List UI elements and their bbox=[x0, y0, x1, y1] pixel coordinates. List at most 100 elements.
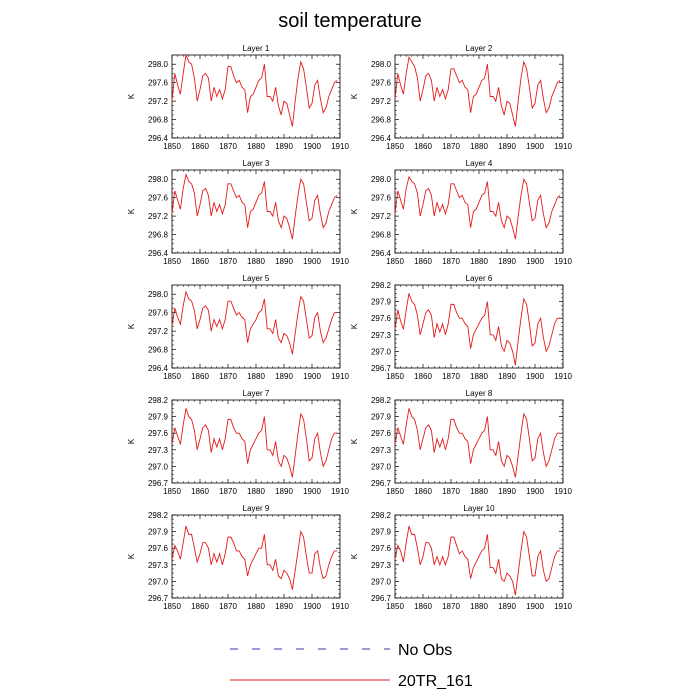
legend-label-1: No Obs bbox=[398, 642, 452, 659]
x-tick-label: 1850 bbox=[163, 257, 181, 266]
x-tick-label: 1890 bbox=[275, 602, 293, 611]
panel-layer-9: Layer 9 K 296.7 297.0 297.3 297.6 297.9 298.2 18… bbox=[127, 504, 349, 611]
x-tick-label: 1900 bbox=[526, 142, 544, 151]
panel-layer-3: Layer 3 K 296.4 296.8 297.2 297.6 298.0 1850 186… bbox=[127, 159, 349, 266]
y-tick-label: 296.8 bbox=[148, 231, 169, 240]
y-tick-label: 297.6 bbox=[148, 79, 169, 88]
x-tick-label: 1880 bbox=[247, 602, 265, 611]
plot-frame bbox=[171, 54, 341, 139]
y-tick-label: 298.2 bbox=[371, 281, 392, 290]
x-tick-label: 1870 bbox=[442, 372, 460, 381]
panel-layer-5: Layer 5 K 296.4 296.8 297.2 297.6 298.0 1850 186… bbox=[127, 274, 349, 381]
panel-title: Layer 3 bbox=[243, 159, 270, 168]
x-tick-label: 1900 bbox=[526, 602, 544, 611]
x-tick-label: 1850 bbox=[163, 487, 181, 496]
x-tick-label: 1880 bbox=[470, 487, 488, 496]
y-tick-label: 297.2 bbox=[148, 212, 169, 221]
y-tick-label: 297.6 bbox=[371, 314, 392, 323]
x-tick-label: 1880 bbox=[247, 372, 265, 381]
y-tick-label: 297.3 bbox=[371, 561, 392, 570]
series-line-20tr-161 bbox=[394, 525, 561, 596]
y-tick-label: 298.0 bbox=[371, 60, 392, 69]
y-tick-label: 297.3 bbox=[148, 561, 169, 570]
x-tick-label: 1850 bbox=[386, 142, 404, 151]
y-axis-label: K bbox=[127, 553, 136, 559]
x-tick-label: 1880 bbox=[470, 142, 488, 151]
y-tick-label: 296.4 bbox=[148, 134, 169, 143]
y-axis-label: K bbox=[350, 208, 359, 214]
y-tick-label: 298.2 bbox=[371, 511, 392, 520]
x-tick-label: 1900 bbox=[303, 487, 321, 496]
x-tick-label: 1850 bbox=[386, 487, 404, 496]
x-tick-label: 1870 bbox=[442, 602, 460, 611]
x-tick-label: 1860 bbox=[191, 372, 209, 381]
x-tick-label: 1870 bbox=[219, 602, 237, 611]
y-tick-label: 298.0 bbox=[148, 175, 169, 184]
y-tick-label: 297.2 bbox=[148, 327, 169, 336]
y-tick-label: 296.4 bbox=[148, 364, 169, 373]
x-tick-label: 1890 bbox=[498, 257, 516, 266]
y-tick-label: 297.0 bbox=[371, 462, 392, 471]
y-tick-label: 297.2 bbox=[371, 97, 392, 106]
y-tick-label: 296.8 bbox=[371, 231, 392, 240]
x-tick-label: 1900 bbox=[303, 257, 321, 266]
y-tick-label: 297.0 bbox=[371, 577, 392, 586]
x-tick-label: 1890 bbox=[498, 142, 516, 151]
panel-layer-8: Layer 8 K 296.7 297.0 297.3 297.6 297.9 298.2 18… bbox=[350, 389, 572, 496]
y-tick-label: 296.4 bbox=[371, 249, 392, 258]
x-tick-label: 1850 bbox=[386, 602, 404, 611]
x-tick-label: 1860 bbox=[191, 257, 209, 266]
x-tick-label: 1890 bbox=[498, 372, 516, 381]
y-tick-label: 297.3 bbox=[148, 446, 169, 455]
y-tick-label: 297.2 bbox=[371, 212, 392, 221]
x-tick-label: 1880 bbox=[247, 487, 265, 496]
x-tick-label: 1850 bbox=[386, 372, 404, 381]
panel-title: Layer 5 bbox=[243, 274, 270, 283]
x-tick-label: 1900 bbox=[303, 142, 321, 151]
series-line-20tr-161 bbox=[171, 290, 338, 355]
x-tick-label: 1860 bbox=[414, 372, 432, 381]
y-axis-label: K bbox=[127, 208, 136, 214]
x-tick-label: 1880 bbox=[470, 602, 488, 611]
x-tick-label: 1910 bbox=[331, 372, 349, 381]
panel-layer-10: Layer 10 K 296.7 297.0 297.3 297.6 297.9 298.2 1… bbox=[350, 504, 572, 611]
panel-layer-6: Layer 6 K 296.7 297.0 297.3 297.6 297.9 298.2 18… bbox=[350, 274, 572, 381]
y-tick-label: 298.0 bbox=[371, 175, 392, 184]
y-tick-label: 296.8 bbox=[148, 116, 169, 125]
y-tick-label: 296.4 bbox=[371, 134, 392, 143]
series-line-20tr-161 bbox=[171, 525, 338, 590]
x-tick-label: 1850 bbox=[163, 372, 181, 381]
y-tick-label: 297.6 bbox=[148, 309, 169, 318]
x-tick-label: 1890 bbox=[275, 142, 293, 151]
x-tick-label: 1870 bbox=[219, 487, 237, 496]
series-line-20tr-161 bbox=[171, 173, 338, 240]
x-tick-label: 1860 bbox=[191, 602, 209, 611]
x-tick-label: 1860 bbox=[414, 602, 432, 611]
y-tick-label: 296.7 bbox=[371, 364, 392, 373]
x-tick-label: 1880 bbox=[470, 257, 488, 266]
panel-layer-2: Layer 2 K 296.4 296.8 297.2 297.6 298.0 1850 186… bbox=[350, 44, 572, 151]
y-tick-label: 297.9 bbox=[371, 528, 392, 537]
panel-title: Layer 7 bbox=[243, 389, 270, 398]
y-tick-label: 297.0 bbox=[371, 347, 392, 356]
y-axis-label: K bbox=[127, 323, 136, 329]
x-tick-label: 1850 bbox=[386, 257, 404, 266]
y-tick-label: 296.4 bbox=[148, 249, 169, 258]
x-tick-label: 1910 bbox=[331, 142, 349, 151]
y-tick-label: 296.8 bbox=[371, 116, 392, 125]
y-tick-label: 297.6 bbox=[148, 544, 169, 553]
y-tick-label: 297.6 bbox=[371, 194, 392, 203]
y-tick-label: 297.6 bbox=[371, 544, 392, 553]
x-tick-label: 1860 bbox=[414, 487, 432, 496]
series-line-20tr-161 bbox=[394, 293, 561, 366]
y-axis-label: K bbox=[350, 438, 359, 444]
panel-layer-1: Layer 1 K 296.4 296.8 297.2 297.6 298.0 1850 186… bbox=[127, 44, 349, 151]
panel-title: Layer 8 bbox=[466, 389, 493, 398]
y-axis-label: K bbox=[350, 323, 359, 329]
y-tick-label: 297.6 bbox=[371, 79, 392, 88]
y-tick-label: 298.0 bbox=[148, 60, 169, 69]
series-line-20tr-161 bbox=[394, 56, 561, 127]
y-tick-label: 297.2 bbox=[148, 97, 169, 106]
y-tick-label: 296.7 bbox=[371, 594, 392, 603]
